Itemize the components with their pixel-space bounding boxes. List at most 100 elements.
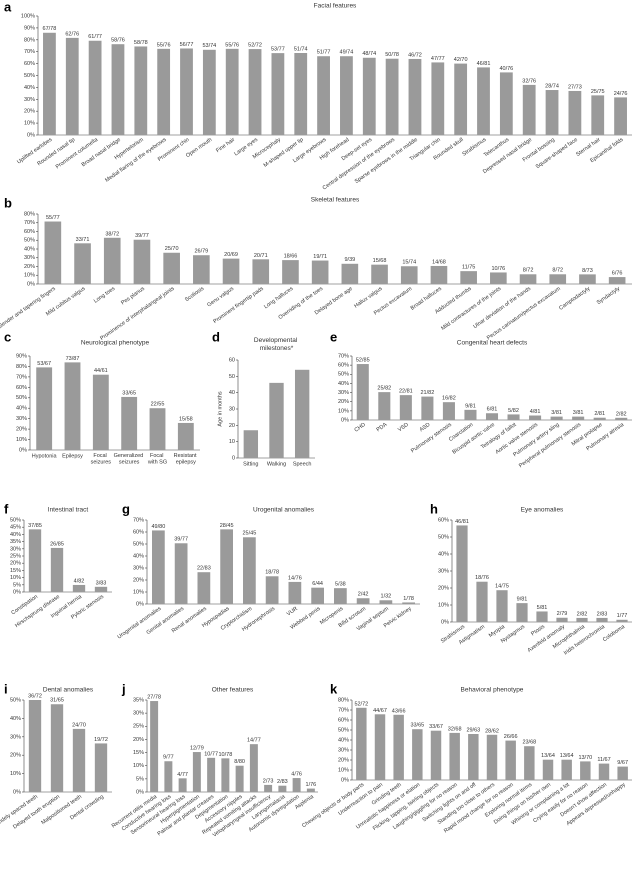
y-tick-label: 20%	[338, 757, 349, 763]
bar	[356, 707, 367, 780]
bar	[235, 765, 244, 792]
bar	[43, 32, 56, 135]
y-tick-label: 10%	[438, 602, 449, 608]
value-label: 26/85	[50, 541, 64, 547]
bar	[311, 587, 324, 604]
value-label: 33/65	[122, 390, 136, 396]
x-tick-label: Syndactyly	[596, 286, 621, 306]
y-tick-label: 30%	[16, 416, 27, 422]
panel-title: Other features	[212, 687, 254, 694]
y-tick-label: 0%	[13, 789, 21, 795]
value-label: 2/83	[597, 611, 608, 617]
value-label: 24/70	[72, 722, 86, 728]
bar	[134, 46, 148, 135]
value-label: 26/66	[504, 734, 518, 740]
bar	[579, 274, 596, 284]
y-tick-label: 15%	[133, 750, 144, 756]
value-label: 46/81	[477, 61, 491, 67]
x-tick-label: Broad nasal bridge	[81, 137, 122, 168]
value-label: 33/71	[76, 237, 90, 243]
bar	[536, 611, 548, 622]
x-tick-label: Square-shaped face	[535, 137, 579, 170]
y-tick-label: 0%	[341, 777, 349, 783]
y-tick-label: 90%	[24, 25, 35, 31]
y-tick-label: 60%	[338, 717, 349, 723]
y-tick-label: 50%	[24, 73, 35, 79]
value-label: 5/81	[537, 605, 548, 611]
bar	[133, 239, 151, 284]
y-tick-label: 10%	[133, 763, 144, 769]
value-label: 1/32	[381, 594, 392, 600]
bar	[311, 260, 329, 284]
value-label: 9/81	[517, 597, 528, 603]
y-tick-label: 35%	[10, 539, 21, 545]
value-label: 53/77	[271, 47, 285, 53]
value-label: 1/78	[403, 596, 414, 602]
bar	[449, 732, 460, 780]
bar	[252, 259, 270, 284]
x-tick-label: VSD	[397, 422, 410, 433]
bar	[549, 274, 567, 284]
bar	[442, 402, 455, 420]
bar	[288, 581, 302, 604]
value-label: 18/66	[284, 254, 298, 260]
panel-title: Intestinal tract	[48, 507, 89, 514]
value-label: 5/82	[508, 408, 519, 414]
bar	[317, 56, 330, 135]
y-tick-label: 10%	[338, 767, 349, 773]
value-label: 27/73	[568, 84, 582, 90]
x-tick-label: Ptosis	[530, 624, 546, 638]
bar	[164, 761, 173, 792]
value-label: 10/78	[218, 752, 232, 758]
y-tick-label: 80%	[338, 697, 349, 703]
value-label: 44/67	[373, 708, 387, 714]
panel-title: Dental anomalies	[43, 687, 94, 694]
y-tick-label: 0	[232, 455, 235, 461]
value-label: 13/70	[578, 755, 592, 761]
bar	[505, 740, 516, 780]
value-label: 39/77	[174, 537, 188, 543]
bar	[393, 714, 404, 780]
bar	[306, 788, 315, 792]
value-label: 6/81	[487, 407, 498, 413]
y-tick-label: 40%	[10, 716, 21, 722]
bar	[371, 264, 388, 284]
value-label: 46/72	[408, 52, 422, 58]
bar	[568, 90, 582, 135]
y-tick-label: 40%	[24, 85, 35, 91]
bar	[516, 603, 528, 622]
bar	[561, 759, 572, 780]
value-label: 26/79	[194, 249, 208, 255]
y-tick-label: 35%	[133, 697, 144, 703]
bar	[50, 547, 64, 592]
panel: g Urogenital anomalies 0% 10% 20% 30% 40% 50% 60…	[117, 501, 420, 640]
value-label: 23/68	[522, 740, 536, 746]
value-label: 51/77	[317, 50, 331, 56]
bar	[163, 252, 180, 284]
bar	[399, 395, 412, 420]
y-tick-label: 40%	[133, 553, 144, 559]
panel-letter: b	[4, 195, 12, 210]
bar	[220, 529, 233, 604]
y-tick-label: 10%	[24, 273, 35, 279]
y-tick-label: 40%	[338, 381, 349, 387]
value-label: 14/76	[288, 575, 302, 581]
bar	[64, 362, 81, 450]
y-tick-label: 70%	[24, 220, 35, 226]
y-tick-label: 70%	[16, 374, 27, 380]
y-tick-label: 40%	[338, 737, 349, 743]
bar	[207, 757, 216, 792]
bar	[591, 95, 605, 135]
y-tick-label: 5%	[136, 776, 144, 782]
bar	[269, 382, 284, 458]
y-tick-label: 70%	[24, 49, 35, 55]
value-label: 1/77	[617, 613, 628, 619]
bar	[614, 97, 627, 135]
bar	[572, 416, 585, 420]
value-label: 9/77	[163, 755, 174, 761]
bar	[121, 396, 138, 450]
x-tick-label: ASD	[419, 422, 432, 433]
value-label: 25/70	[165, 246, 179, 252]
panel-title: Neurological phenotype	[81, 340, 150, 347]
